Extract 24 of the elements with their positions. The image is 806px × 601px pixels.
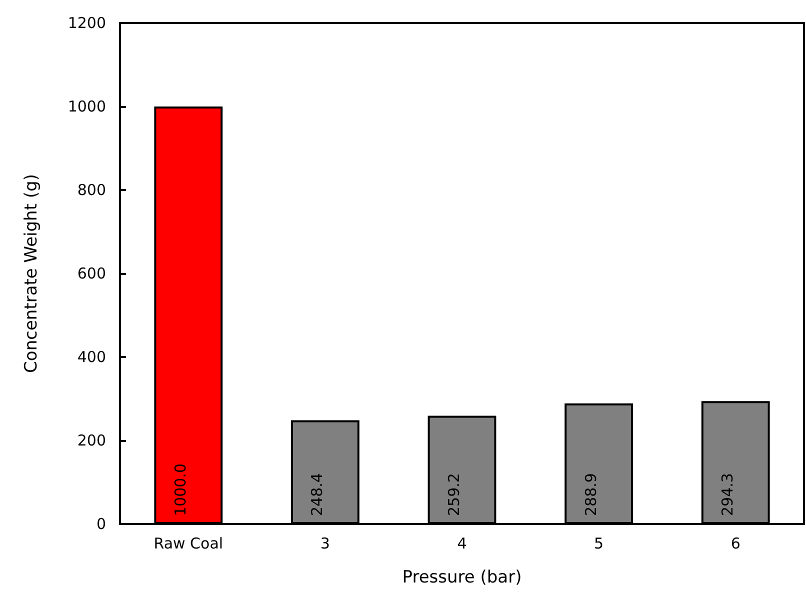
x-tick-label: 3: [320, 534, 330, 552]
x-tick-label: 5: [594, 534, 604, 552]
data-label: 288.9: [582, 473, 600, 516]
y-tick-label: 400: [77, 348, 106, 366]
bar: [154, 106, 223, 524]
bar: [564, 403, 633, 524]
x-tick-label: 6: [730, 534, 740, 552]
bar: [291, 420, 360, 524]
x-tick-label: 4: [457, 534, 467, 552]
data-label: 1000.0: [171, 464, 190, 516]
x-tick-label: Raw Coal: [154, 534, 224, 552]
y-tick-label: 200: [77, 432, 106, 450]
x-axis-title: Pressure (bar): [402, 568, 522, 588]
data-label: 248.4: [308, 473, 326, 516]
data-label: 259.2: [445, 473, 463, 516]
bar: [701, 401, 770, 524]
data-label: 294.3: [718, 473, 737, 516]
y-axis-title: Concentrate Weight (g): [22, 174, 42, 373]
y-tick-label: 1200: [68, 14, 106, 32]
y-tick-label: 1000: [68, 98, 106, 116]
y-tick-label: 800: [77, 181, 106, 199]
y-tick-label: 0: [96, 515, 106, 533]
y-tick-label: 600: [77, 264, 106, 282]
bar: [428, 416, 496, 524]
